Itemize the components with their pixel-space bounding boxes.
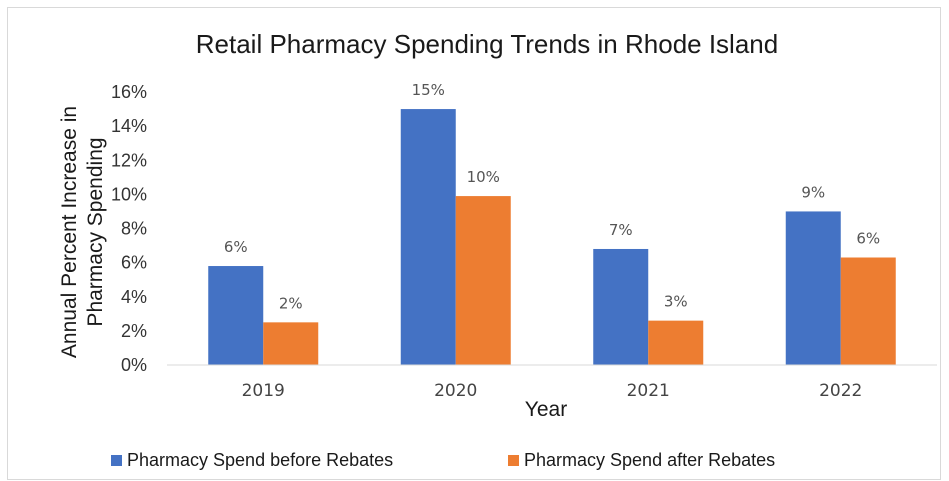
bar-after-rebates-2019 bbox=[263, 322, 319, 365]
bar-before-rebates-2022 bbox=[785, 211, 841, 365]
y-axis-label: Annual Percent Increase in Pharmacy Spen… bbox=[58, 106, 107, 358]
y-tick-label: 12% bbox=[111, 150, 147, 170]
y-tick-label: 10% bbox=[111, 184, 147, 204]
bar-after-rebates-2020 bbox=[455, 196, 511, 365]
y-tick-label: 2% bbox=[121, 321, 147, 341]
x-axis-label: Year bbox=[525, 398, 567, 421]
bar-before-rebates-2019 bbox=[208, 266, 264, 365]
data-label-after-rebates-2020: 10% bbox=[467, 168, 500, 186]
legend-label-after-rebates: Pharmacy Spend after Rebates bbox=[524, 450, 775, 470]
y-axis-label-line-2: Pharmacy Spending bbox=[84, 137, 107, 326]
y-tick-label: 0% bbox=[121, 355, 147, 375]
y-tick-label: 16% bbox=[111, 82, 147, 102]
bar-after-rebates-2021 bbox=[648, 320, 704, 365]
y-tick-label: 6% bbox=[121, 253, 147, 273]
data-label-after-rebates-2021: 3% bbox=[664, 293, 688, 311]
bar-after-rebates-2022 bbox=[840, 257, 896, 365]
x-tick-label: 2020 bbox=[434, 381, 477, 401]
y-axis-ticks: 0% 2% 4% 6% 8% 10% 12% 14% 16% bbox=[111, 82, 147, 375]
legend-swatch-after-rebates bbox=[508, 455, 519, 466]
data-labels: 6% 2% 15% 10% 7% 3% 9% 6% bbox=[224, 81, 880, 312]
chart-title: Retail Pharmacy Spending Trends in Rhode… bbox=[196, 29, 778, 59]
x-tick-label: 2021 bbox=[627, 381, 670, 401]
bars bbox=[208, 109, 896, 365]
legend: Pharmacy Spend before Rebates Pharmacy S… bbox=[111, 450, 775, 470]
data-label-before-rebates-2020: 15% bbox=[412, 81, 445, 99]
y-axis-label-line-1: Annual Percent Increase in bbox=[58, 106, 81, 358]
y-tick-label: 8% bbox=[121, 219, 147, 239]
x-tick-label: 2019 bbox=[242, 381, 285, 401]
data-label-before-rebates-2022: 9% bbox=[801, 183, 825, 201]
bar-before-rebates-2020 bbox=[400, 109, 456, 365]
bar-before-rebates-2021 bbox=[593, 248, 649, 365]
x-axis-ticks: 2019 2020 2021 2022 bbox=[242, 381, 863, 401]
data-label-after-rebates-2022: 6% bbox=[856, 230, 880, 248]
data-label-after-rebates-2019: 2% bbox=[279, 294, 303, 312]
legend-label-before-rebates: Pharmacy Spend before Rebates bbox=[127, 450, 393, 470]
y-tick-label: 14% bbox=[111, 116, 147, 136]
data-label-before-rebates-2021: 7% bbox=[609, 221, 633, 239]
x-tick-label: 2022 bbox=[819, 381, 862, 401]
data-label-before-rebates-2019: 6% bbox=[224, 238, 248, 256]
y-tick-label: 4% bbox=[121, 287, 147, 307]
legend-swatch-before-rebates bbox=[111, 455, 122, 466]
